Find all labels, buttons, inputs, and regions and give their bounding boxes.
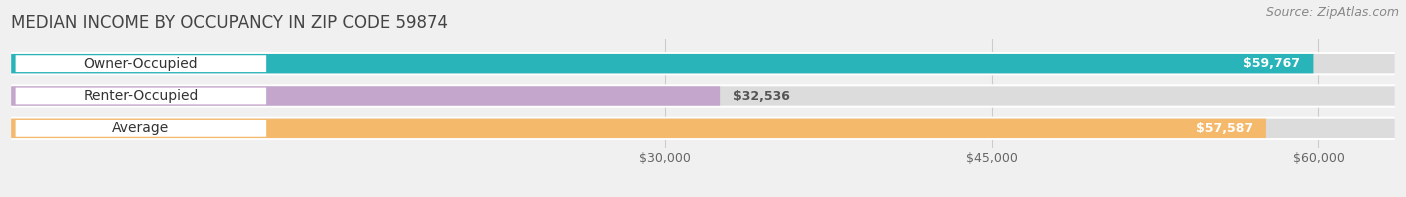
FancyBboxPatch shape [11,86,1395,106]
Text: MEDIAN INCOME BY OCCUPANCY IN ZIP CODE 59874: MEDIAN INCOME BY OCCUPANCY IN ZIP CODE 5… [11,14,449,32]
FancyBboxPatch shape [11,86,720,106]
FancyBboxPatch shape [15,55,266,72]
FancyBboxPatch shape [15,120,266,137]
FancyBboxPatch shape [11,54,1313,73]
FancyBboxPatch shape [11,117,1395,140]
Text: Renter-Occupied: Renter-Occupied [83,89,198,103]
FancyBboxPatch shape [15,88,266,104]
Text: Source: ZipAtlas.com: Source: ZipAtlas.com [1265,6,1399,19]
Text: $57,587: $57,587 [1195,122,1253,135]
Text: Average: Average [112,121,170,135]
Text: $32,536: $32,536 [733,89,790,102]
FancyBboxPatch shape [11,84,1395,108]
FancyBboxPatch shape [11,54,1395,73]
FancyBboxPatch shape [11,52,1395,75]
Text: Owner-Occupied: Owner-Occupied [83,57,198,71]
FancyBboxPatch shape [11,119,1395,138]
Text: $59,767: $59,767 [1243,57,1301,70]
FancyBboxPatch shape [11,119,1265,138]
